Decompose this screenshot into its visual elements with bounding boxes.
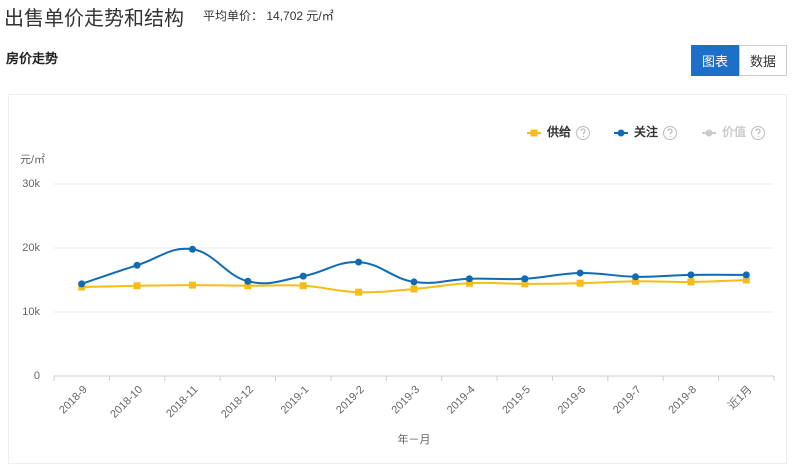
help-icon-glyph bbox=[667, 128, 673, 137]
point bbox=[78, 280, 86, 288]
help-icon bbox=[576, 126, 590, 140]
avg-value: 14,702 元/㎡ bbox=[266, 9, 334, 23]
x-tick-label: 2019-4 bbox=[445, 384, 478, 417]
point bbox=[465, 275, 473, 283]
legend-label: 供给 bbox=[546, 124, 571, 139]
point bbox=[576, 269, 584, 277]
x-tick-label: 2019-8 bbox=[666, 384, 699, 417]
point bbox=[244, 282, 252, 290]
point bbox=[465, 279, 473, 287]
point bbox=[299, 282, 307, 290]
legend-marker bbox=[705, 129, 713, 137]
tabs: 图表 数据 bbox=[691, 45, 787, 76]
point bbox=[410, 278, 418, 286]
avg-label: 平均单价： bbox=[203, 9, 264, 23]
avg-price: 平均单价： 14,702 元/㎡ bbox=[203, 7, 334, 24]
point bbox=[742, 271, 750, 279]
x-tick-label: 2019-2 bbox=[334, 384, 367, 417]
point bbox=[742, 276, 750, 284]
point bbox=[521, 280, 529, 288]
legend-label: 价值 bbox=[722, 124, 746, 139]
point bbox=[687, 271, 695, 279]
section-title: 房价走势 bbox=[6, 51, 59, 66]
point bbox=[687, 278, 695, 286]
point bbox=[133, 261, 141, 269]
point bbox=[521, 275, 529, 283]
point bbox=[632, 277, 640, 285]
x-axis-label: 年－月 bbox=[398, 432, 431, 446]
point bbox=[299, 272, 307, 280]
point bbox=[355, 288, 363, 296]
y-tick-label: 0 bbox=[34, 370, 40, 382]
y-tick-label: 10k bbox=[22, 306, 40, 318]
x-tick-label: 2019-7 bbox=[611, 384, 644, 417]
point bbox=[188, 281, 196, 289]
x-tick-label: 2018-9 bbox=[57, 384, 90, 417]
tab-data[interactable]: 数据 bbox=[739, 45, 787, 76]
point bbox=[410, 285, 418, 293]
point bbox=[632, 273, 640, 281]
x-tick-label: 2018-10 bbox=[108, 384, 145, 421]
x-tick-label: 2018-11 bbox=[164, 384, 200, 420]
x-tick-label: 近1月 bbox=[725, 383, 754, 412]
legend-label: 关注 bbox=[634, 124, 658, 139]
legend-marker bbox=[617, 129, 625, 137]
point bbox=[355, 258, 363, 266]
page-title: 出售单价走势和结构 bbox=[4, 8, 184, 30]
help-icon-glyph bbox=[755, 128, 761, 137]
point bbox=[188, 245, 196, 253]
y-tick-label: 20k bbox=[22, 242, 40, 254]
point bbox=[133, 282, 141, 290]
y-tick-label: 30k bbox=[22, 178, 40, 190]
help-icon bbox=[663, 126, 677, 140]
x-tick-label: 2018-12 bbox=[219, 384, 256, 421]
help-icon-glyph bbox=[580, 128, 586, 137]
point bbox=[244, 277, 252, 285]
x-tick-label: 2019-6 bbox=[556, 384, 589, 417]
x-tick-label: 2019-1 bbox=[279, 384, 312, 417]
x-tick-label: 2019-5 bbox=[500, 384, 533, 417]
point bbox=[576, 279, 584, 287]
x-tick-label: 2019-3 bbox=[389, 384, 422, 417]
help-icon bbox=[751, 126, 765, 140]
legend-marker bbox=[530, 129, 538, 137]
tab-chart[interactable]: 图表 bbox=[691, 45, 739, 76]
y-unit: 元/㎡ bbox=[20, 153, 45, 166]
